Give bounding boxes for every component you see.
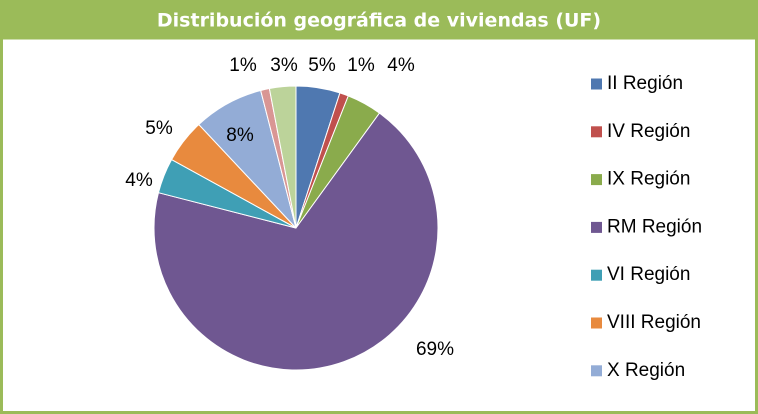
data-label: 4% bbox=[125, 170, 153, 191]
legend-swatch bbox=[591, 317, 602, 329]
legend-label: II Región bbox=[607, 73, 683, 94]
legend-label: RM Región bbox=[607, 216, 702, 237]
legend-swatch bbox=[591, 269, 602, 281]
legend-swatch bbox=[591, 126, 602, 138]
chart-title: Distribución geográfica de viviendas (UF… bbox=[157, 10, 601, 32]
legend-swatch bbox=[591, 221, 602, 233]
data-label: 1% bbox=[347, 55, 375, 76]
data-label: 69% bbox=[416, 339, 454, 360]
legend-swatch bbox=[591, 78, 602, 90]
legend-label: VIII Región bbox=[607, 312, 701, 333]
data-label: 5% bbox=[145, 118, 173, 139]
data-label: 1% bbox=[229, 55, 257, 76]
pie-slice bbox=[153, 112, 439, 371]
data-label: 3% bbox=[270, 55, 298, 76]
legend-swatch bbox=[591, 174, 602, 186]
legend-label: VI Región bbox=[607, 264, 690, 285]
pie-slice bbox=[268, 85, 297, 229]
title-bar bbox=[1, 1, 757, 40]
legend-swatch bbox=[591, 365, 602, 377]
data-label: 8% bbox=[226, 125, 254, 146]
legend-label: X Región bbox=[607, 360, 685, 381]
legend-label: IV Región bbox=[607, 121, 690, 142]
data-label: 4% bbox=[387, 55, 415, 76]
legend-label: IX Región bbox=[607, 169, 690, 190]
data-label: 5% bbox=[308, 55, 336, 76]
